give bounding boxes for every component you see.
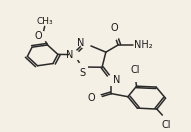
- Text: Cl: Cl: [161, 120, 171, 130]
- Text: N: N: [113, 75, 120, 85]
- Text: N: N: [66, 50, 73, 60]
- Text: NH₂: NH₂: [134, 40, 153, 50]
- Text: O: O: [34, 31, 42, 41]
- Text: S: S: [79, 68, 85, 78]
- Text: CH₃: CH₃: [36, 17, 53, 26]
- Text: Cl: Cl: [130, 65, 140, 75]
- Text: N: N: [77, 39, 85, 48]
- Text: O: O: [88, 93, 96, 103]
- Text: O: O: [110, 23, 118, 33]
